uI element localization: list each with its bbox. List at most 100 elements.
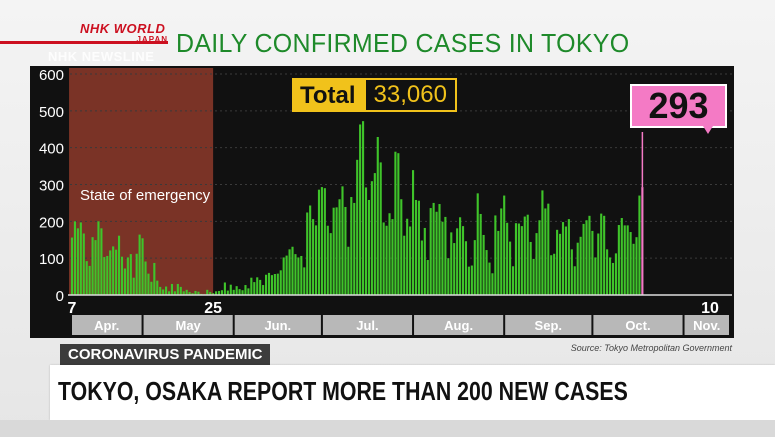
logo-accent-line [0,41,168,44]
bar [376,136,379,295]
bar [150,281,153,295]
bar [635,237,638,295]
bar [132,277,135,295]
bar [544,208,547,295]
bar [279,270,282,295]
bar [626,225,629,295]
bar [73,221,76,295]
bar [306,212,309,295]
y-tick-label: 200 [39,214,64,231]
bar [485,250,488,295]
bar [97,221,100,295]
bar [267,272,271,295]
bar [547,203,550,295]
bar [209,292,212,295]
bar [503,195,506,295]
bar [564,226,567,295]
bar [385,225,388,295]
bar [367,199,371,295]
bar [526,214,529,295]
month-label: Nov. [693,318,720,333]
bar [297,257,300,295]
bar [270,275,273,295]
bar [147,273,150,295]
bar [241,290,244,295]
bar [561,222,565,295]
month-cell [322,315,413,335]
bar [388,213,391,295]
bar [614,253,617,295]
month-label: Aug. [444,318,473,333]
bar [476,193,479,295]
total-cases-box: Total 33,060 [292,78,457,112]
bar [100,228,103,295]
bar [461,226,465,295]
emergency-label: State of emergency [80,187,211,204]
bar [370,181,373,295]
bar [220,290,224,295]
x-day-label: 10 [701,300,719,317]
total-value: 33,060 [363,78,457,112]
bar [456,228,459,295]
bar [167,291,171,295]
month-label: Apr. [94,318,119,333]
bar [429,208,432,295]
bar [256,277,259,295]
bar [529,241,532,295]
bar [165,286,168,295]
bar [400,199,403,295]
bar [250,277,253,295]
headline: TOKYO, OSAKA REPORT MORE THAN 200 NEW CA… [58,376,628,406]
bar [206,289,209,295]
bar [641,187,644,295]
bar [188,292,191,295]
bar [538,220,541,295]
bar [323,188,326,295]
bar [541,190,544,295]
bar [582,223,585,295]
bar [291,246,294,295]
bar [532,258,535,295]
month-cell [72,315,142,335]
bar [444,216,447,295]
logo-line2: JAPAN [136,35,168,44]
month-cell [414,315,504,335]
bar [317,189,321,295]
bar [197,291,200,295]
bar [262,285,265,296]
bar [117,235,121,295]
bar [509,241,512,295]
bar [232,289,235,295]
bar [312,219,315,295]
bar [623,225,626,295]
y-tick-label: 100 [39,251,64,268]
bar [282,257,285,295]
bar [514,223,518,296]
bar [379,162,382,295]
bar [226,290,229,295]
bar [535,233,538,295]
bar [191,293,194,295]
bar [409,226,412,295]
bar [144,261,147,295]
bar [608,257,612,295]
month-cell [143,315,233,335]
bar [588,215,591,295]
bar [520,226,523,295]
bar [491,273,494,295]
bar [585,220,588,295]
bar [579,236,582,295]
bar [420,240,423,295]
bar [464,241,468,295]
bar [397,153,400,295]
headline-bar [50,365,775,420]
bar [606,249,609,295]
bar [247,288,250,295]
bar [182,291,185,295]
bar [288,249,291,295]
bar [253,282,256,295]
bar [79,222,82,295]
y-tick-label: 500 [39,104,64,121]
y-tick-label: 0 [56,288,64,305]
bar [94,240,97,295]
